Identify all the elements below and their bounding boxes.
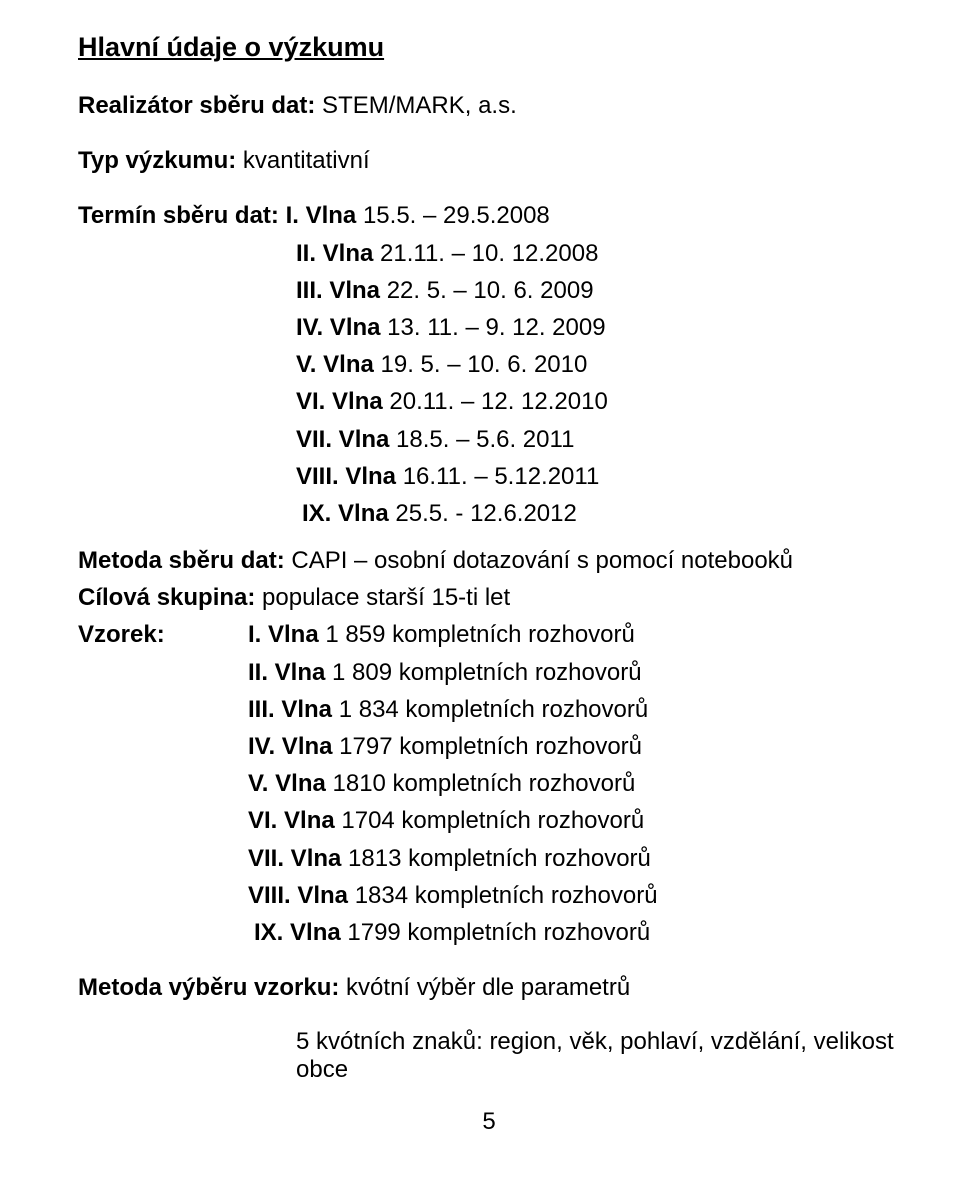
vzorek-wave-item: II. Vlna 1 809 kompletních rozhovorů <box>248 654 900 691</box>
termin-wave-value: 21.11. – 10. 12.2008 <box>373 240 598 267</box>
document-page: Hlavní údaje o výzkumu Realizátor sběru … <box>0 0 960 1200</box>
vzorek-wave-label: II. Vlna <box>248 659 325 686</box>
termin-wave-1-value: 15.5. – 29.5.2008 <box>356 202 550 229</box>
termin-wave-item: III. Vlna 22. 5. – 10. 6. 2009 <box>296 272 900 309</box>
vzorek-wave-item: IV. Vlna 1797 kompletních rozhovorů <box>248 728 900 765</box>
termin-wave-item: II. Vlna 21.11. – 10. 12.2008 <box>296 235 900 272</box>
cilova-label: Cílová skupina: <box>78 584 255 611</box>
vzorek-wave-item: VII. Vlna 1813 kompletních rozhovorů <box>248 840 900 877</box>
vzorek-wave-1-label: I. Vlna <box>248 621 319 648</box>
termin-wave-label: II. Vlna <box>296 240 373 267</box>
termin-wave-1-label: I. Vlna <box>286 202 357 229</box>
termin-wave-item: VIII. Vlna 16.11. – 5.12.2011 <box>296 458 900 495</box>
metoda-line: Metoda sběru dat: CAPI – osobní dotazová… <box>78 542 900 579</box>
vzorek-row: Vzorek: I. Vlna 1 859 kompletních rozhov… <box>78 616 900 653</box>
termin-wave-label: VII. Vlna <box>296 426 389 453</box>
vzorek-wave-1: I. Vlna 1 859 kompletních rozhovorů <box>248 616 635 653</box>
termin-wave-value: 16.11. – 5.12.2011 <box>396 463 599 490</box>
vzorek-wave-value: 1834 kompletních rozhovorů <box>348 882 658 909</box>
realizator-label: Realizátor sběru dat: <box>78 92 315 119</box>
termin-wave-label: V. Vlna <box>296 351 374 378</box>
termin-wave-item: V. Vlna 19. 5. – 10. 6. 2010 <box>296 346 900 383</box>
termin-wave-item: IV. Vlna 13. 11. – 9. 12. 2009 <box>296 309 900 346</box>
vzorek-wave-item: VIII. Vlna 1834 kompletních rozhovorů <box>248 877 900 914</box>
vzorek-wave-item: V. Vlna 1810 kompletních rozhovorů <box>248 765 900 802</box>
termin-wave-item: VI. Vlna 20.11. – 12. 12.2010 <box>296 383 900 420</box>
vzorek-wave-label: VI. Vlna <box>248 807 335 834</box>
realizator-line: Realizátor sběru dat: STEM/MARK, a.s. <box>78 87 900 124</box>
vzorek-wave-label: IV. Vlna <box>248 733 333 760</box>
termin-wave-item: VII. Vlna 18.5. – 5.6. 2011 <box>296 421 900 458</box>
vyber-line: Metoda výběru vzorku: kvótní výběr dle p… <box>78 969 900 1006</box>
typ-value: kvantitativní <box>236 147 369 174</box>
vzorek-wave-value: 1810 kompletních rozhovorů <box>326 770 636 797</box>
page-number: 5 <box>78 1108 900 1136</box>
vzorek-wave-1-value: 1 859 kompletních rozhovorů <box>319 621 635 648</box>
vyber-label: Metoda výběru vzorku: <box>78 974 339 1001</box>
vzorek-wave-label: VII. Vlna <box>248 845 341 872</box>
termin-wave-value: 18.5. – 5.6. 2011 <box>389 426 574 453</box>
metoda-value: CAPI – osobní dotazování s pomocí notebo… <box>285 547 793 574</box>
termin-wave-value: 19. 5. – 10. 6. 2010 <box>374 351 588 378</box>
termin-wave-value: 22. 5. – 10. 6. 2009 <box>380 277 594 304</box>
termin-wave-label: IX. Vlna <box>302 500 389 527</box>
termin-wave-label: IV. Vlna <box>296 314 381 341</box>
typ-label: Typ výzkumu: <box>78 147 236 174</box>
vzorek-wave-value: 1 809 kompletních rozhovorů <box>325 659 641 686</box>
vzorek-waves-block: II. Vlna 1 809 kompletních rozhovorů III… <box>248 654 900 952</box>
kvotni-znaky-line: 5 kvótních znaků: region, věk, pohlaví, … <box>296 1028 900 1084</box>
termin-wave-label: VI. Vlna <box>296 388 383 415</box>
termin-wave-label: III. Vlna <box>296 277 380 304</box>
vzorek-wave-value: 1797 kompletních rozhovorů <box>333 733 643 760</box>
termin-wave-value: 13. 11. – 9. 12. 2009 <box>381 314 606 341</box>
vzorek-wave-value: 1 834 kompletních rozhovorů <box>332 696 648 723</box>
vzorek-wave-item: III. Vlna 1 834 kompletních rozhovorů <box>248 691 900 728</box>
vzorek-wave-label: IX. Vlna <box>254 919 341 946</box>
metoda-label: Metoda sběru dat: <box>78 547 285 574</box>
termin-wave-item: IX. Vlna 25.5. - 12.6.2012 <box>302 495 900 532</box>
termin-wave-label: VIII. Vlna <box>296 463 396 490</box>
vzorek-wave-label: III. Vlna <box>248 696 332 723</box>
vzorek-wave-value: 1704 kompletních rozhovorů <box>335 807 645 834</box>
termin-line: Termín sběru dat: I. Vlna 15.5. – 29.5.2… <box>78 197 900 234</box>
vzorek-wave-item: IX. Vlna 1799 kompletních rozhovorů <box>254 914 900 951</box>
page-title: Hlavní údaje o výzkumu <box>78 32 900 63</box>
cilova-line: Cílová skupina: populace starší 15-ti le… <box>78 579 900 616</box>
vzorek-wave-value: 1799 kompletních rozhovorů <box>341 919 651 946</box>
typ-line: Typ výzkumu: kvantitativní <box>78 142 900 179</box>
vzorek-wave-value: 1813 kompletních rozhovorů <box>341 845 651 872</box>
termin-wave-value: 25.5. - 12.6.2012 <box>389 500 577 527</box>
realizator-value: STEM/MARK, a.s. <box>315 92 516 119</box>
vyber-value: kvótní výběr dle parametrů <box>339 974 630 1001</box>
termin-waves-block: II. Vlna 21.11. – 10. 12.2008 III. Vlna … <box>296 235 900 533</box>
termin-wave-value: 20.11. – 12. 12.2010 <box>383 388 608 415</box>
vzorek-wave-item: VI. Vlna 1704 kompletních rozhovorů <box>248 802 900 839</box>
cilova-value: populace starší 15-ti let <box>255 584 510 611</box>
vzorek-label: Vzorek: <box>78 621 248 649</box>
vzorek-wave-label: V. Vlna <box>248 770 326 797</box>
vzorek-wave-label: VIII. Vlna <box>248 882 348 909</box>
termin-label: Termín sběru dat: <box>78 202 286 229</box>
